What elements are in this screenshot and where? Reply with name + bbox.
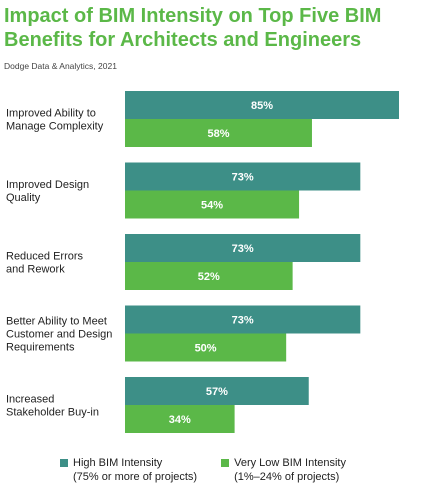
category-label-3-line-2: Requirements <box>6 342 75 354</box>
bar-label-low-2: 52% <box>198 271 220 283</box>
legend-item-low: Very Low BIM Intensity (1%–24% of projec… <box>221 456 346 484</box>
chart-source: Dodge Data & Analytics, 2021 <box>4 61 117 71</box>
bar-label-high-3: 73% <box>232 315 254 327</box>
bar-label-low-4: 34% <box>169 414 191 426</box>
bar-label-high-2: 73% <box>232 243 254 255</box>
bar-low-1 <box>125 190 300 219</box>
legend-label-high: High BIM Intensity (75% or more of proje… <box>73 456 197 484</box>
category-label-1-line-1: Quality <box>6 192 41 204</box>
category-label-0-line-0: Improved Ability to <box>6 108 96 120</box>
legend-item-high: High BIM Intensity (75% or more of proje… <box>60 456 197 484</box>
legend-swatch-high <box>60 459 68 467</box>
category-label-2-line-1: and Rework <box>6 264 65 276</box>
category-label-1: Improved Design Quality <box>6 179 89 204</box>
bar-chart: Improved Ability to Manage Complexity 85% 5… <box>6 91 399 433</box>
category-label-3-line-1: Customer and Design <box>6 329 112 341</box>
bar-high-3 <box>125 305 361 334</box>
bar-label-low-0: 58% <box>207 128 229 140</box>
legend-label-high-line-2: (75% or more of projects) <box>73 471 198 483</box>
legend-swatch-low <box>221 459 230 467</box>
bar-low-3 <box>125 333 287 362</box>
category-label-3: Better Ability to Meet Customer and Desig… <box>6 316 112 354</box>
legend-label-low: Very Low BIM Intensity (1%–24% of projec… <box>234 456 346 484</box>
bar-label-high-4: 57% <box>206 386 228 398</box>
category-label-2-line-0: Reduced Errors <box>6 251 84 263</box>
category-label-0: Improved Ability to Manage Complexity <box>6 108 104 133</box>
category-label-1-line-0: Improved Design <box>6 179 89 191</box>
legend: High BIM Intensity (75% or more of proje… <box>60 456 420 484</box>
legend-label-low-line-1: Very Low BIM Intensity <box>234 457 346 469</box>
chart-title: Impact of BIM Intensity on Top Five BIM … <box>4 5 382 51</box>
category-label-4-line-1: Stakeholder Buy-in <box>6 407 99 419</box>
category-label-2: Reduced Errors and Rework <box>6 251 84 276</box>
bar-high-4 <box>125 377 309 405</box>
bar-high-1 <box>125 162 361 191</box>
bar-label-low-1: 54% <box>201 200 223 212</box>
bar-high-0 <box>125 91 399 119</box>
bar-low-2 <box>125 262 293 290</box>
bar-high-2 <box>125 234 361 262</box>
bar-low-4 <box>125 405 235 433</box>
category-label-0-line-1: Manage Complexity <box>6 121 104 133</box>
category-label-3-line-0: Better Ability to Meet <box>6 316 107 328</box>
category-label-4: Increased Stakeholder Buy-in <box>6 394 99 419</box>
bar-label-low-3: 50% <box>195 343 217 355</box>
bar-label-high-0: 85% <box>251 100 273 112</box>
bar-label-high-1: 73% <box>232 172 254 184</box>
category-label-4-line-0: Increased <box>6 394 54 406</box>
legend-label-low-line-2: (1%–24% of projects) <box>234 471 340 483</box>
bar-low-0 <box>125 119 312 147</box>
legend-label-high-line-1: High BIM Intensity <box>73 457 163 469</box>
